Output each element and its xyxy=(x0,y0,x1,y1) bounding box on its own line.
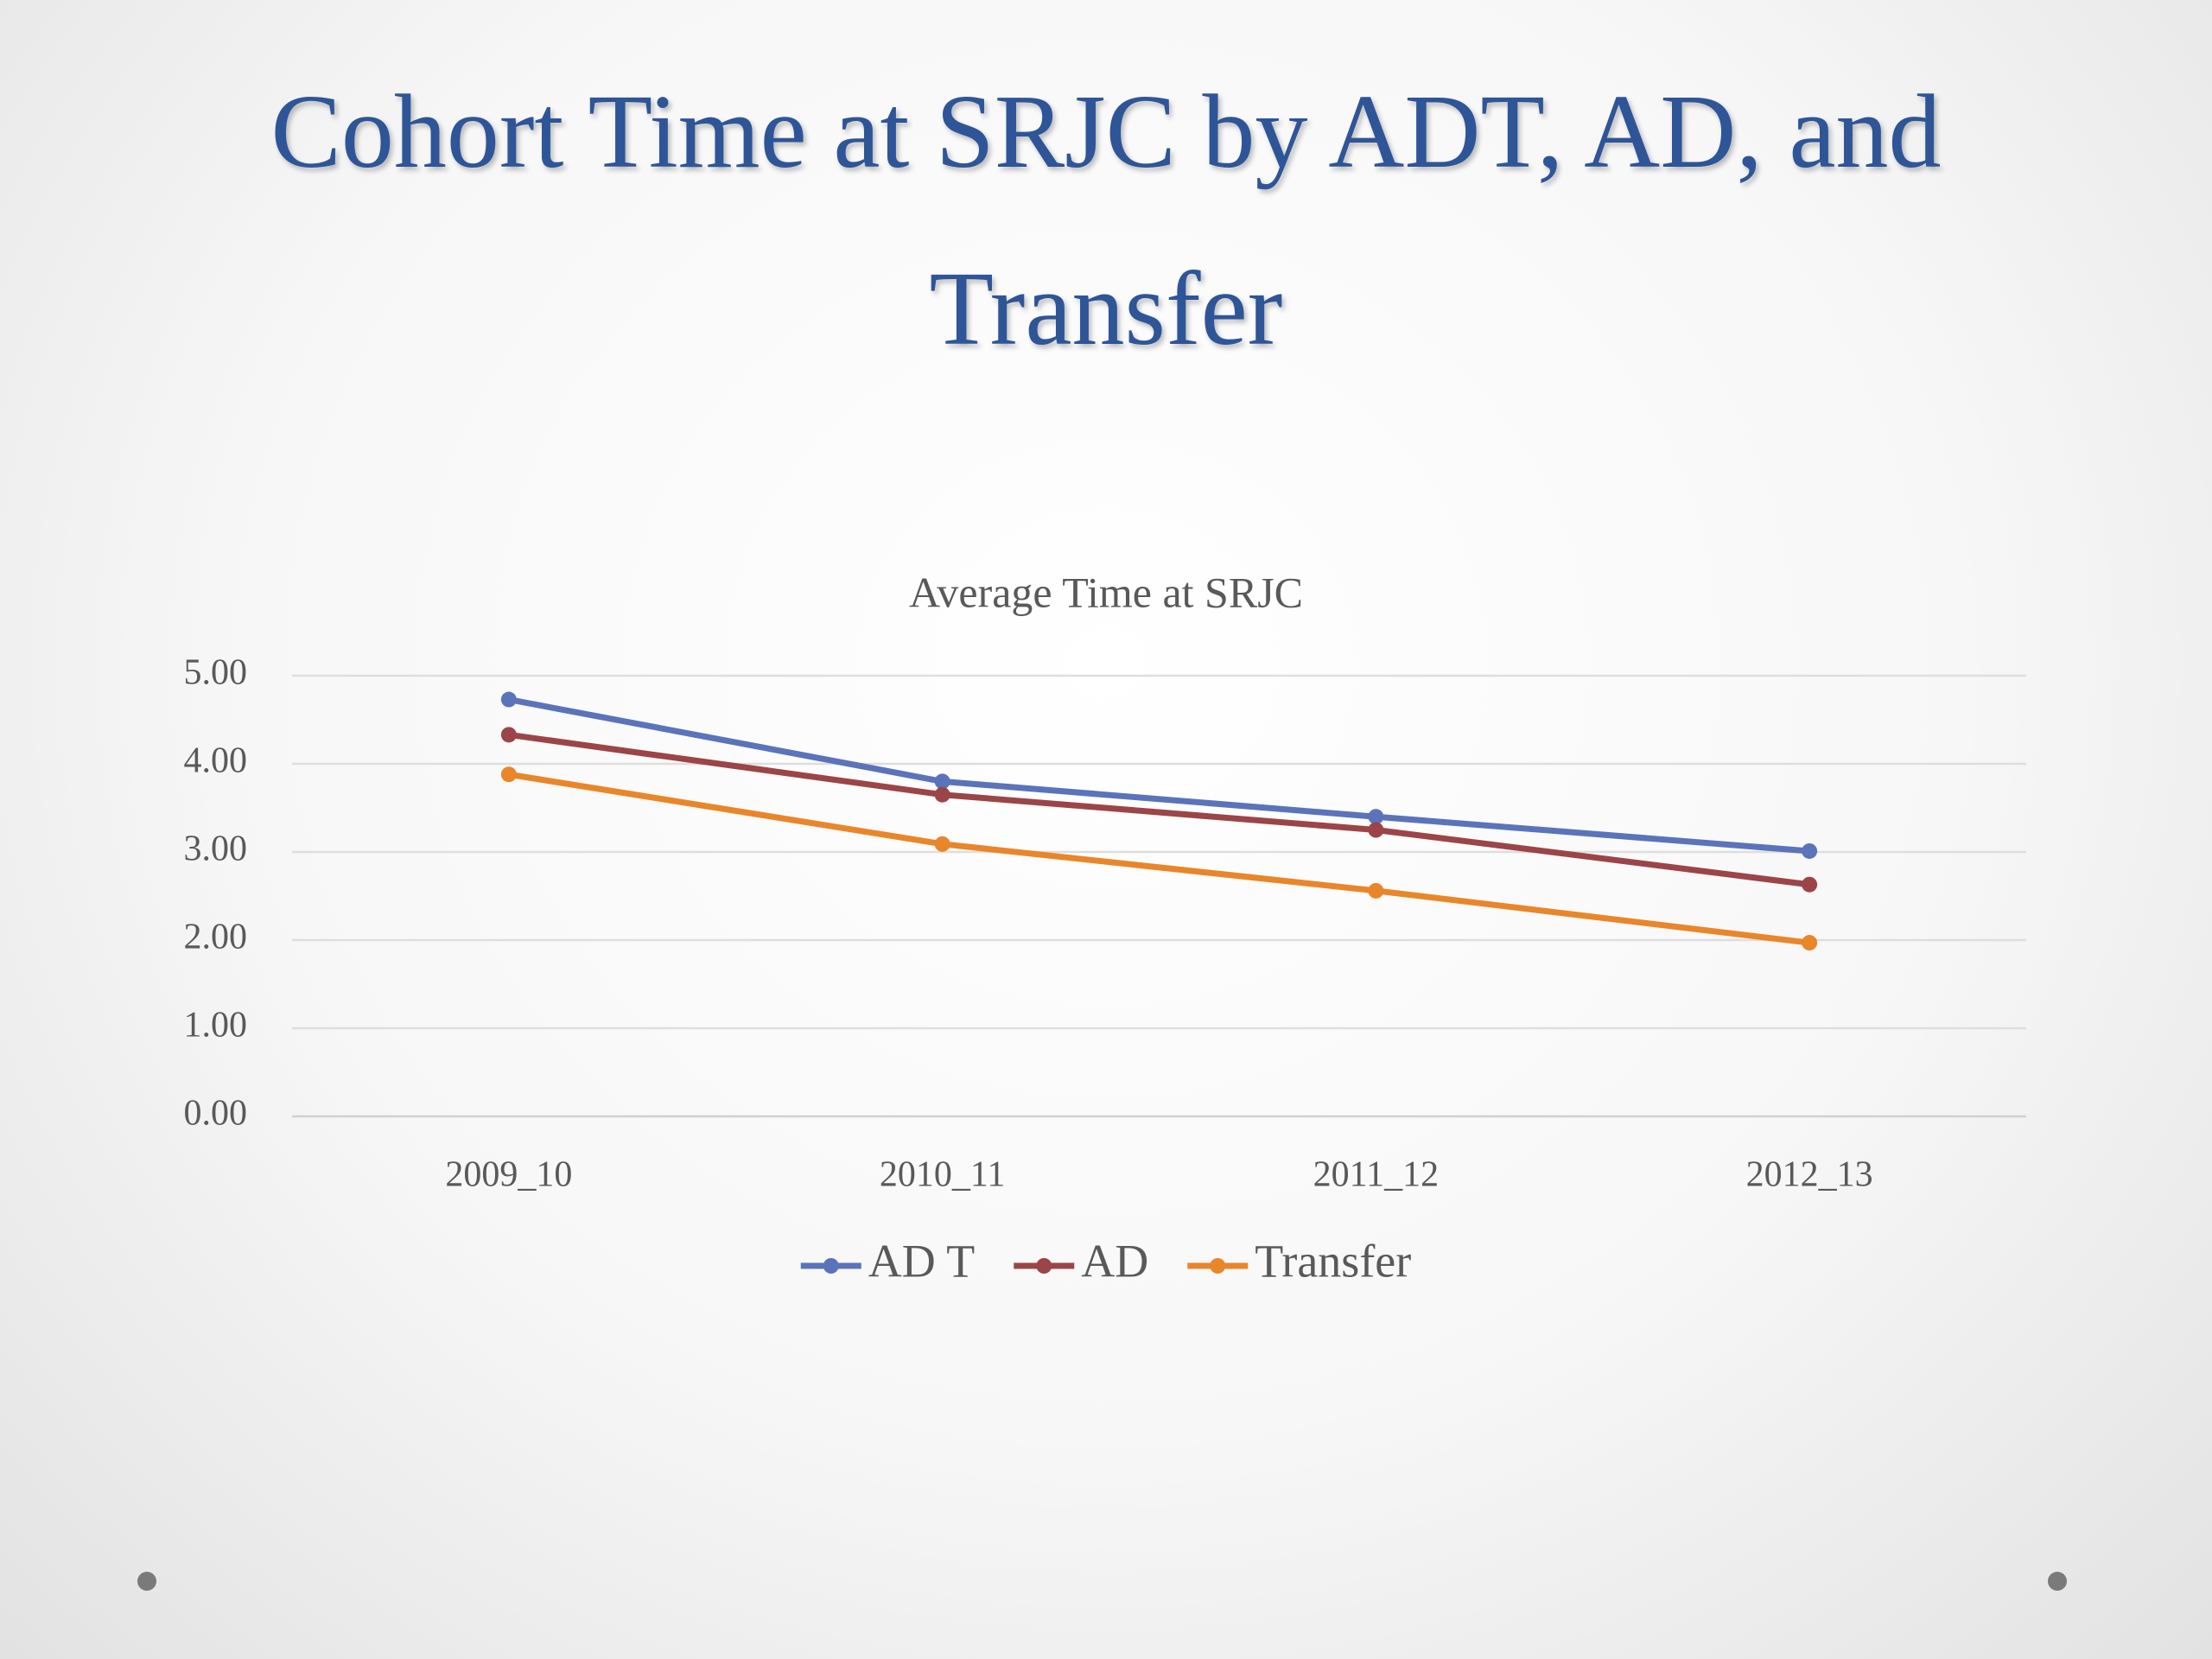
series-line xyxy=(508,696,1810,855)
chart-title: Average Time at SRJC xyxy=(909,568,1303,616)
x-tick-label: 2012_13 xyxy=(1746,1155,1873,1195)
data-point xyxy=(934,786,950,803)
x-tick-label: 2011_12 xyxy=(1313,1155,1439,1195)
legend-label: AD xyxy=(1081,1235,1148,1287)
series-line xyxy=(508,731,1810,888)
data-point xyxy=(1368,882,1384,899)
data-point xyxy=(1802,876,1818,893)
data-point xyxy=(500,766,517,783)
y-tick-label: 3.00 xyxy=(184,830,248,869)
legend-item: AD xyxy=(1014,1235,1148,1287)
legend-item: AD T xyxy=(800,1235,976,1287)
legend-swatch-dot xyxy=(1036,1258,1052,1274)
legend-label: AD T xyxy=(868,1235,976,1287)
decor-dot xyxy=(137,1572,156,1591)
y-tick-label: 0.00 xyxy=(184,1094,248,1134)
data-point xyxy=(1802,935,1818,951)
data-point xyxy=(934,773,950,790)
data-point xyxy=(934,836,950,852)
legend-swatch-dot xyxy=(1210,1258,1226,1274)
y-tick-label: 4.00 xyxy=(184,741,248,781)
y-tick-label: 5.00 xyxy=(184,653,248,693)
series-line xyxy=(508,771,1810,946)
data-point xyxy=(1802,842,1818,859)
data-point xyxy=(1368,809,1384,825)
x-tick-label: 2009_10 xyxy=(445,1155,572,1195)
y-tick-label: 2.00 xyxy=(184,918,248,957)
data-point xyxy=(500,727,517,743)
y-tick-label: 1.00 xyxy=(184,1006,248,1046)
legend-swatch-dot xyxy=(823,1258,839,1274)
data-point xyxy=(1368,822,1384,838)
decor-dot xyxy=(2048,1572,2067,1591)
data-point xyxy=(500,691,517,708)
slide-title: Cohort Time at SRJC by ADT, AD, and Tran… xyxy=(270,73,1942,367)
x-tick-label: 2010_11 xyxy=(880,1155,1005,1195)
legend-label: Transfer xyxy=(1255,1235,1411,1287)
legend-item: Transfer xyxy=(1187,1235,1411,1287)
